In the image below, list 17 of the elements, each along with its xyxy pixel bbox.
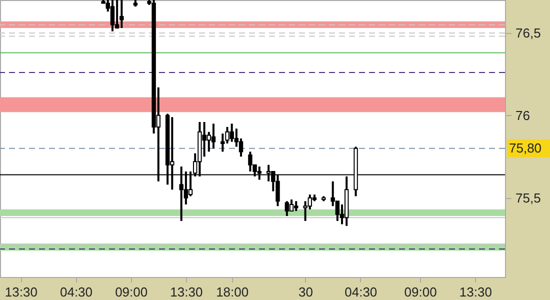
x-tick-label: 18:00 <box>216 284 249 300</box>
x-tick-label: 13:30 <box>4 284 38 300</box>
x-tick-label: 13:30 <box>170 284 203 300</box>
y-tick-label: 76 <box>516 108 530 123</box>
candlestick <box>110 0 115 32</box>
candlestick <box>211 122 216 150</box>
x-tick-label: 04:30 <box>344 284 378 300</box>
x-tick-label: 09:00 <box>404 284 437 300</box>
y-tick-label: 75,5 <box>516 190 541 206</box>
ref-line-label: 75,80 <box>509 140 542 156</box>
x-tick-label: 09:00 <box>115 284 148 300</box>
x-tick-label: 30 <box>298 284 314 300</box>
y-tick-label: 76,5 <box>516 25 541 40</box>
candlestick <box>289 198 294 212</box>
candlestick <box>284 200 290 217</box>
x-tick-label: 04:30 <box>60 284 93 300</box>
x-tick-label: 13:30 <box>459 284 492 300</box>
